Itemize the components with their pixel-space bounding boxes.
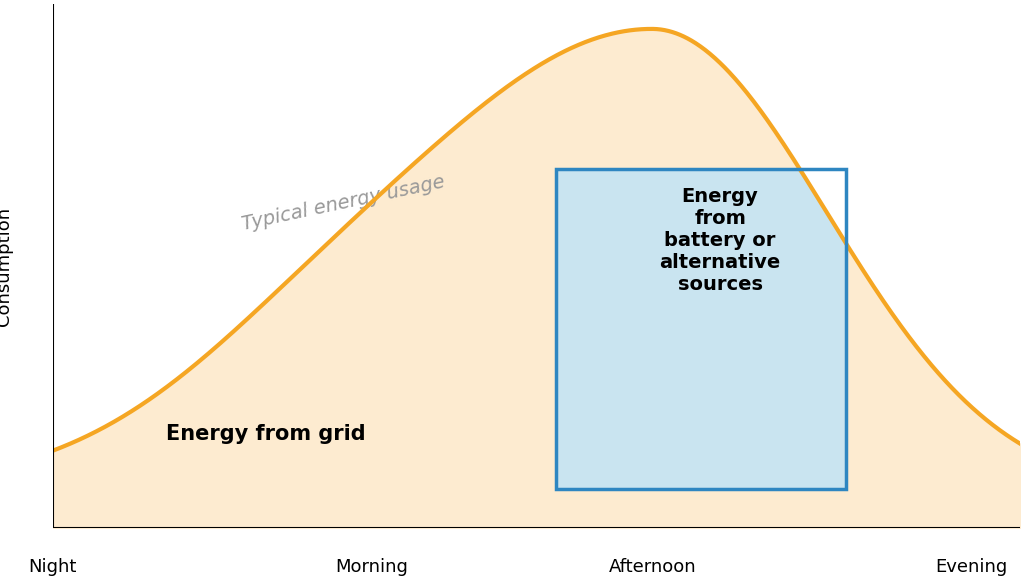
Bar bbox=[556, 169, 846, 488]
Text: Energy
from
battery or
alternative
sources: Energy from battery or alternative sourc… bbox=[659, 187, 780, 294]
Text: Energy from grid: Energy from grid bbox=[166, 424, 366, 444]
Text: Morning: Morning bbox=[336, 559, 409, 576]
Text: Typical energy usage: Typical energy usage bbox=[240, 173, 446, 234]
Text: Night: Night bbox=[29, 559, 77, 576]
Text: Consumption: Consumption bbox=[0, 207, 13, 326]
Text: Afternoon: Afternoon bbox=[608, 559, 696, 576]
Text: Evening: Evening bbox=[935, 559, 1008, 576]
